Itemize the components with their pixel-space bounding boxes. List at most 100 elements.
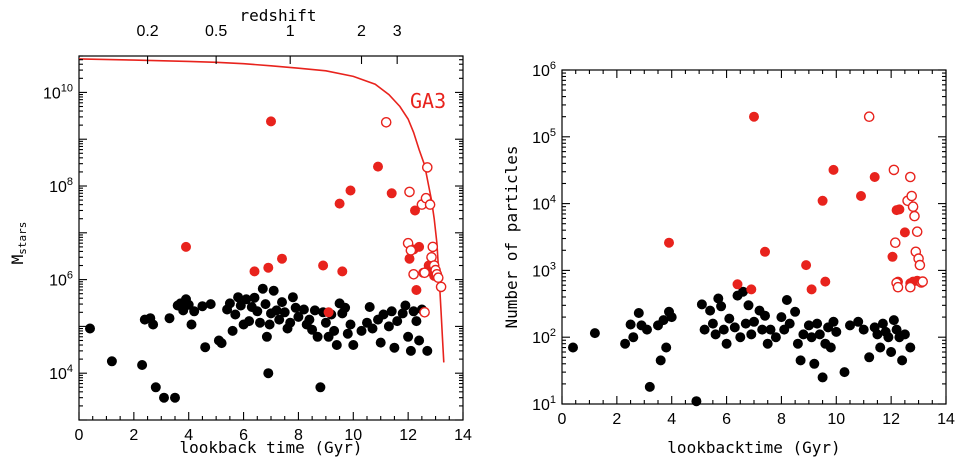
right-y-axis: 101 102 103 104 105 106 xyxy=(532,60,946,414)
right-point-s0-43 xyxy=(784,318,795,329)
left-point-s0-32 xyxy=(249,292,260,303)
left-point-s0-67 xyxy=(342,328,353,339)
right-point-s0-76 xyxy=(905,342,916,353)
left-point-s0-84 xyxy=(405,345,416,356)
redshift-tick-label: 1 xyxy=(286,23,295,40)
left-point-s0-48 xyxy=(287,292,298,303)
left-x-axis: 0 2 4 6 8 10 12 14 xyxy=(75,412,472,444)
left-point-s0-62 xyxy=(329,325,340,336)
left-point-s0-87 xyxy=(414,335,425,346)
right-point-s2-1 xyxy=(888,164,900,176)
left-x-axis-title: lookback time (Gyr) xyxy=(179,438,362,457)
right-point-s2-6 xyxy=(905,171,916,183)
right-x-axis: 0 2 4 6 8 10 12 14 xyxy=(558,70,955,428)
right-point-s0-33 xyxy=(749,316,760,327)
right-point-s2-16 xyxy=(905,281,916,293)
left-point-s0-17 xyxy=(197,301,208,312)
right-point-s1-7 xyxy=(817,195,828,206)
left-point-s0-38 xyxy=(263,368,274,379)
left-point-s0-24 xyxy=(227,325,238,336)
left-point-s0-63 xyxy=(331,339,342,350)
left-point-s0-27 xyxy=(235,300,246,311)
right-point-s0-60 xyxy=(845,320,856,331)
right-point-s0-39 xyxy=(770,332,781,343)
left-point-s1-5 xyxy=(318,260,329,271)
right-point-s0-58 xyxy=(831,326,842,337)
right-point-s0-28 xyxy=(735,332,746,343)
left-xtick-label: 10 xyxy=(344,427,362,444)
left-point-s0-86 xyxy=(411,316,422,327)
right-point-s0-61 xyxy=(853,316,864,327)
right-ytick-label: 106 xyxy=(532,60,556,80)
left-point-s0-34 xyxy=(254,317,265,328)
left-point-s0-57 xyxy=(315,382,326,393)
left-point-s2-3 xyxy=(405,245,417,256)
right-ytick-label: 105 xyxy=(532,127,556,147)
right-point-s0-32 xyxy=(746,329,757,340)
left-point-s0-19 xyxy=(205,299,216,310)
left-ytick-label: 104 xyxy=(49,363,73,383)
left-point-s0-66 xyxy=(340,302,351,313)
right-point-s1-0 xyxy=(664,237,675,248)
redshift-tick-label: 0.5 xyxy=(205,23,227,40)
left-point-s1-14 xyxy=(409,205,420,216)
left-point-s0-33 xyxy=(252,306,263,317)
svg-text:Mstars: Mstars xyxy=(8,222,29,265)
right-point-s0-8 xyxy=(644,381,655,392)
left-point-s1-15 xyxy=(411,284,422,295)
right-point-s0-62 xyxy=(858,324,869,335)
left-point-s1-7 xyxy=(334,198,345,209)
left-point-s0-0 xyxy=(85,323,96,334)
right-xtick-label: 0 xyxy=(558,411,567,428)
left-point-s0-73 xyxy=(367,323,378,334)
left-data-points xyxy=(85,116,447,403)
right-point-s1-1 xyxy=(732,279,743,290)
left-point-s0-85 xyxy=(408,306,419,317)
left-point-s0-14 xyxy=(183,299,194,310)
right-point-s0-2 xyxy=(620,338,631,349)
right-point-s0-0 xyxy=(568,342,579,353)
left-point-s0-8 xyxy=(164,313,175,324)
right-point-s1-15 xyxy=(894,204,905,215)
right-point-s0-3 xyxy=(625,319,636,330)
right-xtick-label: 4 xyxy=(667,411,676,428)
right-xtick-label: 14 xyxy=(937,411,955,428)
right-point-s0-19 xyxy=(707,318,718,329)
left-ytick-label: 108 xyxy=(49,176,73,196)
right-point-s1-5 xyxy=(801,260,812,271)
left-point-s0-82 xyxy=(400,300,411,311)
left-point-s0-16 xyxy=(189,306,200,317)
left-point-s0-25 xyxy=(230,309,241,320)
right-point-s0-57 xyxy=(828,316,839,327)
right-point-s0-12 xyxy=(661,342,672,353)
left-point-s0-21 xyxy=(216,338,227,349)
right-point-s0-20 xyxy=(710,329,721,340)
left-point-s0-69 xyxy=(348,339,359,350)
right-point-s0-59 xyxy=(839,367,850,378)
mstars-label-sub: stars xyxy=(16,222,29,255)
left-point-s0-39 xyxy=(264,319,275,330)
ga3-mass-growth-line xyxy=(78,58,445,363)
right-point-s0-17 xyxy=(699,324,710,335)
left-point-s0-7 xyxy=(158,392,169,403)
right-point-s0-14 xyxy=(666,312,677,323)
right-point-s0-30 xyxy=(740,318,751,329)
right-y-axis-title: Number of particles xyxy=(502,145,521,328)
right-point-s0-5 xyxy=(633,307,644,318)
left-point-s2-0 xyxy=(380,117,392,128)
right-x-axis-title: lookbacktime (Gyr) xyxy=(667,438,840,457)
right-data-points xyxy=(568,111,929,407)
left-point-s0-54 xyxy=(307,324,318,335)
right-point-s0-67 xyxy=(877,318,888,329)
left-point-s1-0 xyxy=(180,241,191,252)
left-point-s1-3 xyxy=(265,116,276,127)
right-ytick-label: 104 xyxy=(532,194,556,214)
left-point-s1-9 xyxy=(345,185,356,196)
left-point-s0-6 xyxy=(150,382,161,393)
right-point-s0-69 xyxy=(883,332,894,343)
right-point-s1-11 xyxy=(869,171,880,182)
right-xtick-label: 12 xyxy=(882,411,900,428)
left-point-s2-7 xyxy=(419,267,430,279)
right-point-s2-2 xyxy=(890,237,901,248)
left-point-s1-4 xyxy=(276,253,287,264)
